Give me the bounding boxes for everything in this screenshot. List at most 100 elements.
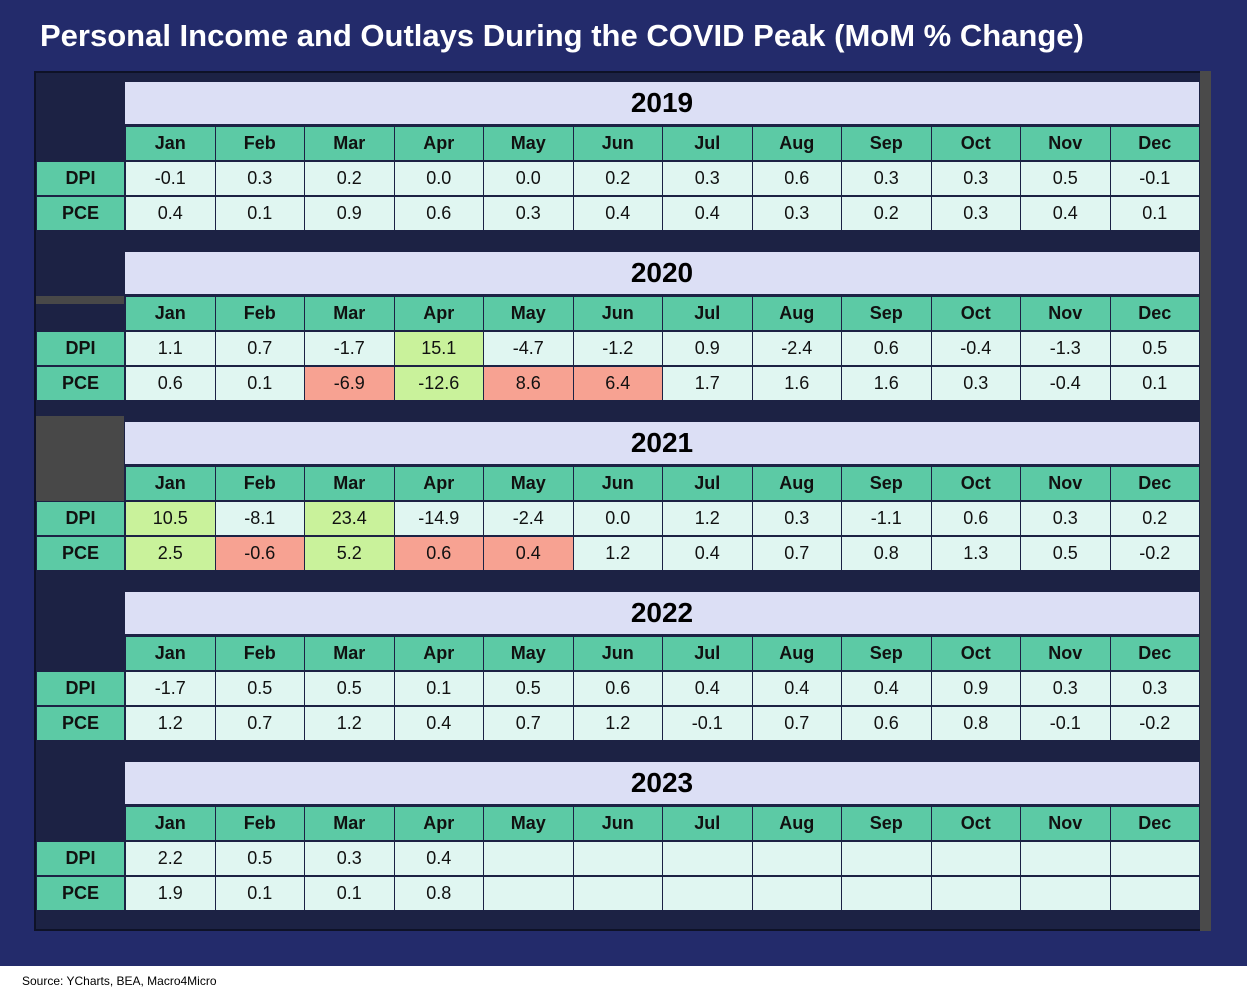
month-header: Dec	[1109, 806, 1200, 841]
value-cell: 0.4	[662, 196, 753, 231]
value-cell	[1020, 876, 1111, 911]
month-header: Jun	[572, 466, 663, 501]
value-cell: 0.4	[483, 536, 574, 571]
month-header: Oct	[930, 806, 1021, 841]
value-cell: 0.3	[751, 501, 842, 536]
value-cell	[483, 876, 574, 911]
value-cell: 0.3	[930, 161, 1021, 196]
value-cell: 0.7	[214, 706, 305, 741]
value-cell	[1109, 841, 1200, 876]
month-header: Aug	[751, 806, 842, 841]
value-cell: 0.4	[1020, 196, 1111, 231]
value-cell: 0.6	[572, 671, 663, 706]
value-cell: 0.5	[1020, 536, 1111, 571]
month-header: Jun	[572, 806, 663, 841]
month-header: Sep	[841, 466, 932, 501]
value-cell: 0.7	[751, 706, 842, 741]
month-header: Mar	[304, 296, 395, 331]
value-cell: 23.4	[304, 501, 395, 536]
value-cell: 0.1	[214, 366, 305, 401]
month-header: Mar	[304, 466, 395, 501]
month-header: Jul	[662, 636, 753, 671]
value-cell	[662, 841, 753, 876]
source-note: Source: YCharts, BEA, Macro4Micro	[22, 974, 217, 988]
value-cell: 1.2	[572, 536, 663, 571]
value-cell: 0.7	[751, 536, 842, 571]
month-header: Dec	[1109, 636, 1200, 671]
value-cell	[662, 876, 753, 911]
series-label: DPI	[36, 671, 125, 706]
value-cell: 0.3	[214, 161, 305, 196]
value-cell: 0.7	[483, 706, 574, 741]
month-header: Jun	[572, 296, 663, 331]
month-header: Mar	[304, 806, 395, 841]
value-cell: 0.5	[483, 671, 574, 706]
row-label-spacer	[36, 246, 124, 331]
value-cell	[751, 841, 842, 876]
value-cell: 0.1	[393, 671, 484, 706]
value-cell: 15.1	[393, 331, 484, 366]
month-header: Aug	[751, 296, 842, 331]
value-cell	[841, 841, 932, 876]
value-cell	[483, 841, 574, 876]
value-cell: 1.6	[751, 366, 842, 401]
value-cell: 0.2	[304, 161, 395, 196]
value-cell: 0.5	[214, 671, 305, 706]
value-cell: 0.9	[930, 671, 1021, 706]
year-header: 2023	[125, 760, 1199, 804]
value-cell: 0.8	[841, 536, 932, 571]
value-cell: 1.1	[125, 331, 216, 366]
value-cell: -2.4	[751, 331, 842, 366]
month-header: Jan	[125, 466, 216, 501]
value-cell: 0.6	[841, 706, 932, 741]
value-cell	[1020, 841, 1111, 876]
value-cell: 0.5	[304, 671, 395, 706]
month-header: Oct	[930, 466, 1021, 501]
series-label: DPI	[36, 501, 125, 536]
value-cell: 0.4	[125, 196, 216, 231]
month-header: Jun	[572, 636, 663, 671]
month-header: Jul	[662, 466, 753, 501]
value-cell: 0.1	[214, 876, 305, 911]
series-label: PCE	[36, 196, 125, 231]
month-header: Aug	[751, 466, 842, 501]
value-cell: -0.4	[930, 331, 1021, 366]
value-cell: 5.2	[304, 536, 395, 571]
value-cell: 0.1	[1109, 196, 1200, 231]
month-header: May	[483, 806, 574, 841]
series-label: DPI	[36, 841, 125, 876]
month-header: Jul	[662, 126, 753, 161]
value-cell: 0.5	[1020, 161, 1111, 196]
value-cell	[930, 876, 1021, 911]
month-header: Apr	[393, 466, 484, 501]
value-cell: 2.5	[125, 536, 216, 571]
value-cell: -0.1	[1109, 161, 1200, 196]
value-cell: 0.7	[214, 331, 305, 366]
value-cell: 0.4	[572, 196, 663, 231]
year-header: 2021	[125, 420, 1199, 464]
value-cell: 0.3	[1020, 671, 1111, 706]
value-cell: 0.6	[751, 161, 842, 196]
value-cell	[751, 876, 842, 911]
value-cell: 0.8	[393, 876, 484, 911]
value-cell: 0.3	[751, 196, 842, 231]
year-header: 2022	[125, 590, 1199, 634]
month-header: Apr	[393, 636, 484, 671]
value-cell: 1.2	[304, 706, 395, 741]
value-cell: 0.6	[393, 196, 484, 231]
series-label: DPI	[36, 331, 125, 366]
value-cell: 0.3	[1109, 671, 1200, 706]
value-cell: -14.9	[393, 501, 484, 536]
value-cell: -4.7	[483, 331, 574, 366]
value-cell: 0.5	[1109, 331, 1200, 366]
month-header: Nov	[1020, 126, 1111, 161]
value-cell	[572, 876, 663, 911]
month-header: Dec	[1109, 466, 1200, 501]
month-header: Aug	[751, 126, 842, 161]
value-cell: 0.9	[304, 196, 395, 231]
month-header: Feb	[214, 126, 305, 161]
value-cell: -6.9	[304, 366, 395, 401]
value-cell: -0.4	[1020, 366, 1111, 401]
value-cell: 8.6	[483, 366, 574, 401]
value-cell: 0.2	[841, 196, 932, 231]
